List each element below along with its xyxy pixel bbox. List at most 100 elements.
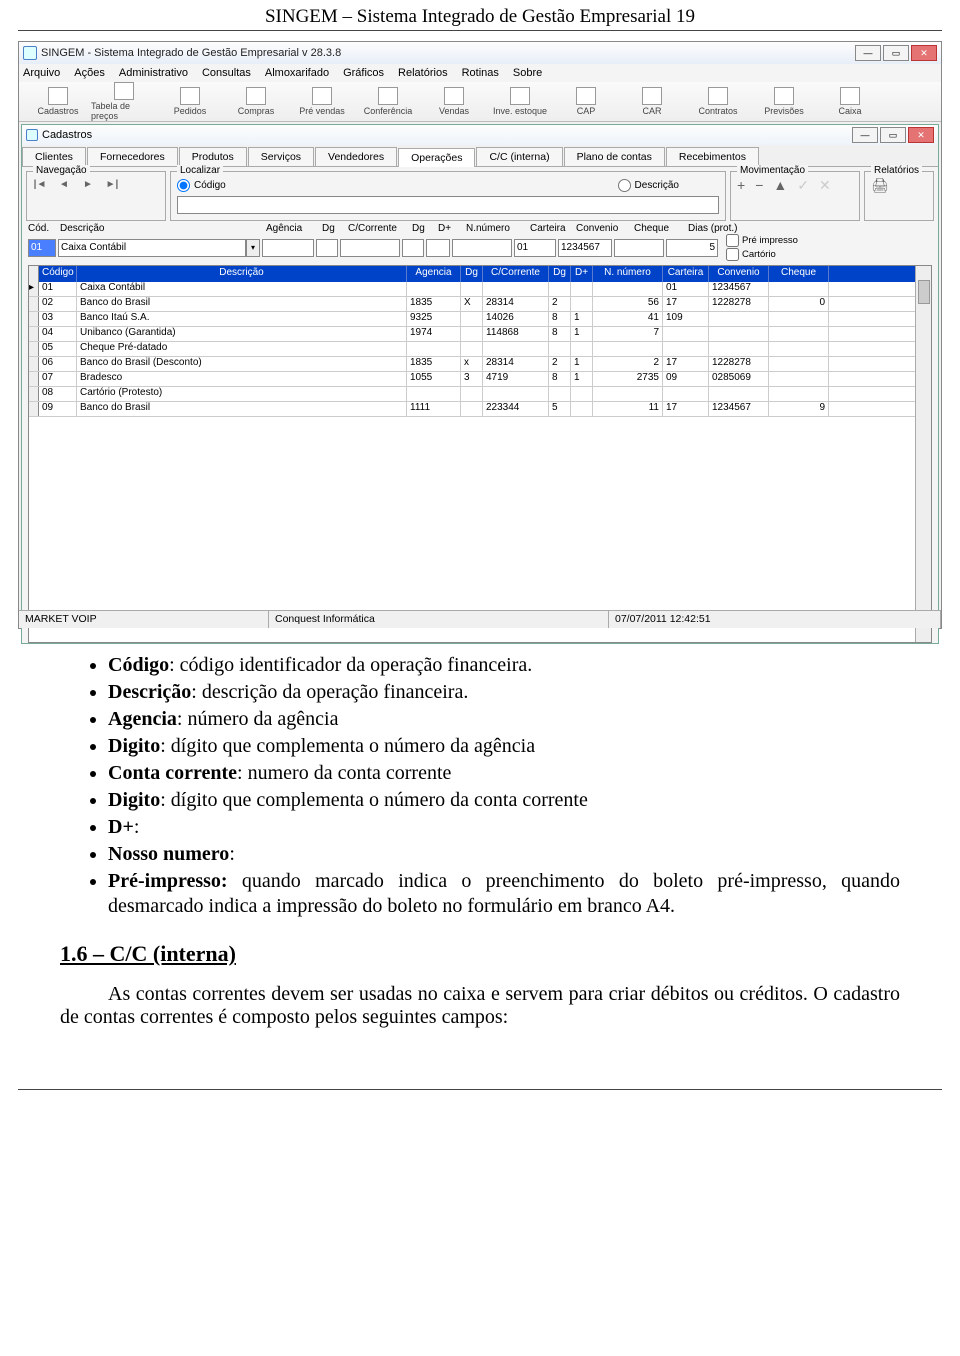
operacoes-grid: Código Descrição Agencia Dg C/Corrente D… bbox=[28, 265, 932, 643]
nav-first-button[interactable]: |◄ bbox=[33, 179, 47, 191]
col-cheque[interactable]: Cheque bbox=[769, 266, 829, 282]
toolbar-tabela-de-pre-os[interactable]: Tabela de preços bbox=[91, 82, 157, 121]
field-cheque[interactable] bbox=[614, 239, 664, 257]
toolbar-caixa[interactable]: Caixa bbox=[817, 87, 883, 116]
field-dplus[interactable] bbox=[426, 239, 450, 257]
mov-ok-button[interactable]: ✓ bbox=[797, 177, 809, 194]
table-row[interactable]: 07Bradesco105534719812735090285069 bbox=[29, 372, 915, 387]
col-nnumero[interactable]: N. número bbox=[593, 266, 663, 282]
inner-close-button[interactable]: ✕ bbox=[908, 127, 934, 143]
col-codigo[interactable]: Código bbox=[39, 266, 77, 282]
main-toolbar: CadastrosTabela de preçosPedidosComprasP… bbox=[19, 82, 941, 122]
localizar-input[interactable] bbox=[177, 196, 719, 214]
toolbar-contratos[interactable]: Contratos bbox=[685, 87, 751, 116]
table-row[interactable]: 09Banco do Brasil11112233445111712345679 bbox=[29, 402, 915, 417]
tab-plano-de-contas[interactable]: Plano de contas bbox=[564, 147, 665, 166]
menu-acoes[interactable]: Ações bbox=[74, 67, 105, 79]
table-row[interactable]: 04Unibanco (Garantida)1974114868817 bbox=[29, 327, 915, 342]
menu-relatorios[interactable]: Relatórios bbox=[398, 67, 448, 79]
field-dg1[interactable] bbox=[316, 239, 338, 257]
toolbar-cap[interactable]: CAP bbox=[553, 87, 619, 116]
nav-next-button[interactable]: ► bbox=[81, 179, 95, 191]
menu-consultas[interactable]: Consultas bbox=[202, 67, 251, 79]
lbl-nn: N.número bbox=[466, 223, 528, 234]
field-cod[interactable] bbox=[28, 239, 56, 257]
menu-administrativo[interactable]: Administrativo bbox=[119, 67, 188, 79]
table-row[interactable]: 05Cheque Pré-datado bbox=[29, 342, 915, 357]
radio-codigo[interactable]: Código bbox=[177, 179, 226, 192]
toolbar-cadastros[interactable]: Cadastros bbox=[25, 87, 91, 116]
cadastros-window: Cadastros — ▭ ✕ ClientesFornecedoresProd… bbox=[21, 124, 939, 644]
tab-opera-es[interactable]: Operações bbox=[398, 148, 475, 167]
tab-recebimentos[interactable]: Recebimentos bbox=[666, 147, 759, 166]
inner-maximize-button[interactable]: ▭ bbox=[880, 127, 906, 143]
titlebar: SINGEM - Sistema Integrado de Gestão Emp… bbox=[19, 42, 941, 64]
relatorios-legend: Relatórios bbox=[871, 165, 922, 176]
close-button[interactable]: ✕ bbox=[911, 45, 937, 61]
desc-dropdown-button[interactable]: ▾ bbox=[246, 239, 260, 257]
toolbar-inve-estoque[interactable]: Inve. estoque bbox=[487, 87, 553, 116]
toolbar-car[interactable]: CAR bbox=[619, 87, 685, 116]
col-ccorrente[interactable]: C/Corrente bbox=[483, 266, 549, 282]
status-company1: MARKET VOIP bbox=[19, 611, 269, 628]
menu-arquivo[interactable]: Arquivo bbox=[23, 67, 60, 79]
toolbar-confer-ncia[interactable]: Conferência bbox=[355, 87, 421, 116]
tab-c-c-interna-[interactable]: C/C (interna) bbox=[476, 147, 562, 166]
toolbar-previs-es[interactable]: Previsões bbox=[751, 87, 817, 116]
field-dg2[interactable] bbox=[402, 239, 424, 257]
radio-descricao[interactable]: Descrição bbox=[618, 179, 679, 192]
table-row[interactable]: 08Cartório (Protesto) bbox=[29, 387, 915, 402]
tab-fornecedores[interactable]: Fornecedores bbox=[87, 147, 178, 166]
col-dg1[interactable]: Dg bbox=[461, 266, 483, 282]
grid-scrollbar[interactable] bbox=[915, 266, 931, 642]
lbl-chq: Cheque bbox=[634, 223, 686, 234]
print-icon[interactable]: 🖨 bbox=[871, 177, 889, 194]
tabs: ClientesFornecedoresProdutosServiçosVend… bbox=[22, 145, 938, 167]
minimize-button[interactable]: — bbox=[855, 45, 881, 61]
table-row[interactable]: 06Banco do Brasil (Desconto)1835x2831421… bbox=[29, 357, 915, 372]
col-descricao[interactable]: Descrição bbox=[77, 266, 407, 282]
mov-del-button[interactable]: − bbox=[755, 177, 763, 193]
menu-graficos[interactable]: Gráficos bbox=[343, 67, 384, 79]
field-convenio[interactable] bbox=[558, 239, 612, 257]
col-convenio[interactable]: Convenio bbox=[709, 266, 769, 282]
field-dias[interactable] bbox=[666, 239, 718, 257]
col-dplus[interactable]: D+ bbox=[571, 266, 593, 282]
toolbar-pr-vendas[interactable]: Pré vendas bbox=[289, 87, 355, 116]
table-row[interactable]: 03Banco Itaú S.A.9325140268141109 bbox=[29, 312, 915, 327]
col-carteira[interactable]: Carteira bbox=[663, 266, 709, 282]
table-row[interactable]: 02Banco do Brasil1835X283142561712282780 bbox=[29, 297, 915, 312]
menu-almoxarifado[interactable]: Almoxarifado bbox=[265, 67, 329, 79]
table-row[interactable]: ▸01Caixa Contábil011234567 bbox=[29, 282, 915, 297]
field-desc[interactable] bbox=[58, 239, 246, 257]
col-agencia[interactable]: Agencia bbox=[407, 266, 461, 282]
inner-minimize-button[interactable]: — bbox=[852, 127, 878, 143]
menu-sobre[interactable]: Sobre bbox=[513, 67, 542, 79]
tab-produtos[interactable]: Produtos bbox=[179, 147, 247, 166]
field-carteira[interactable] bbox=[514, 239, 556, 257]
lbl-ag: Agência bbox=[266, 223, 320, 234]
tab-clientes[interactable]: Clientes bbox=[22, 147, 86, 166]
field-ccorrente[interactable] bbox=[340, 239, 400, 257]
field-agencia[interactable] bbox=[262, 239, 314, 257]
mov-cancel-button[interactable]: ✕ bbox=[819, 177, 831, 194]
toolbar-vendas[interactable]: Vendas bbox=[421, 87, 487, 116]
toolbar-pedidos[interactable]: Pedidos bbox=[157, 87, 223, 116]
check-preimpresso[interactable]: Pré impresso bbox=[726, 234, 798, 247]
maximize-button[interactable]: ▭ bbox=[883, 45, 909, 61]
tab-servi-os[interactable]: Serviços bbox=[248, 147, 314, 166]
section-heading: 1.6 – C/C (interna) bbox=[60, 941, 900, 967]
statusbar: MARKET VOIP Conquest Informática 07/07/2… bbox=[19, 610, 941, 628]
inner-icon bbox=[26, 129, 38, 141]
section-paragraph: As contas correntes devem ser usadas no … bbox=[60, 983, 900, 1029]
col-dg2[interactable]: Dg bbox=[549, 266, 571, 282]
nav-prev-button[interactable]: ◄ bbox=[57, 179, 71, 191]
check-cartorio[interactable]: Cartório bbox=[726, 248, 798, 261]
menu-rotinas[interactable]: Rotinas bbox=[462, 67, 499, 79]
mov-edit-button[interactable]: ▲ bbox=[773, 177, 787, 193]
nav-last-button[interactable]: ►| bbox=[105, 179, 119, 191]
field-nnumero[interactable] bbox=[452, 239, 512, 257]
tab-vendedores[interactable]: Vendedores bbox=[315, 147, 397, 166]
toolbar-compras[interactable]: Compras bbox=[223, 87, 289, 116]
mov-add-button[interactable]: + bbox=[737, 177, 745, 193]
